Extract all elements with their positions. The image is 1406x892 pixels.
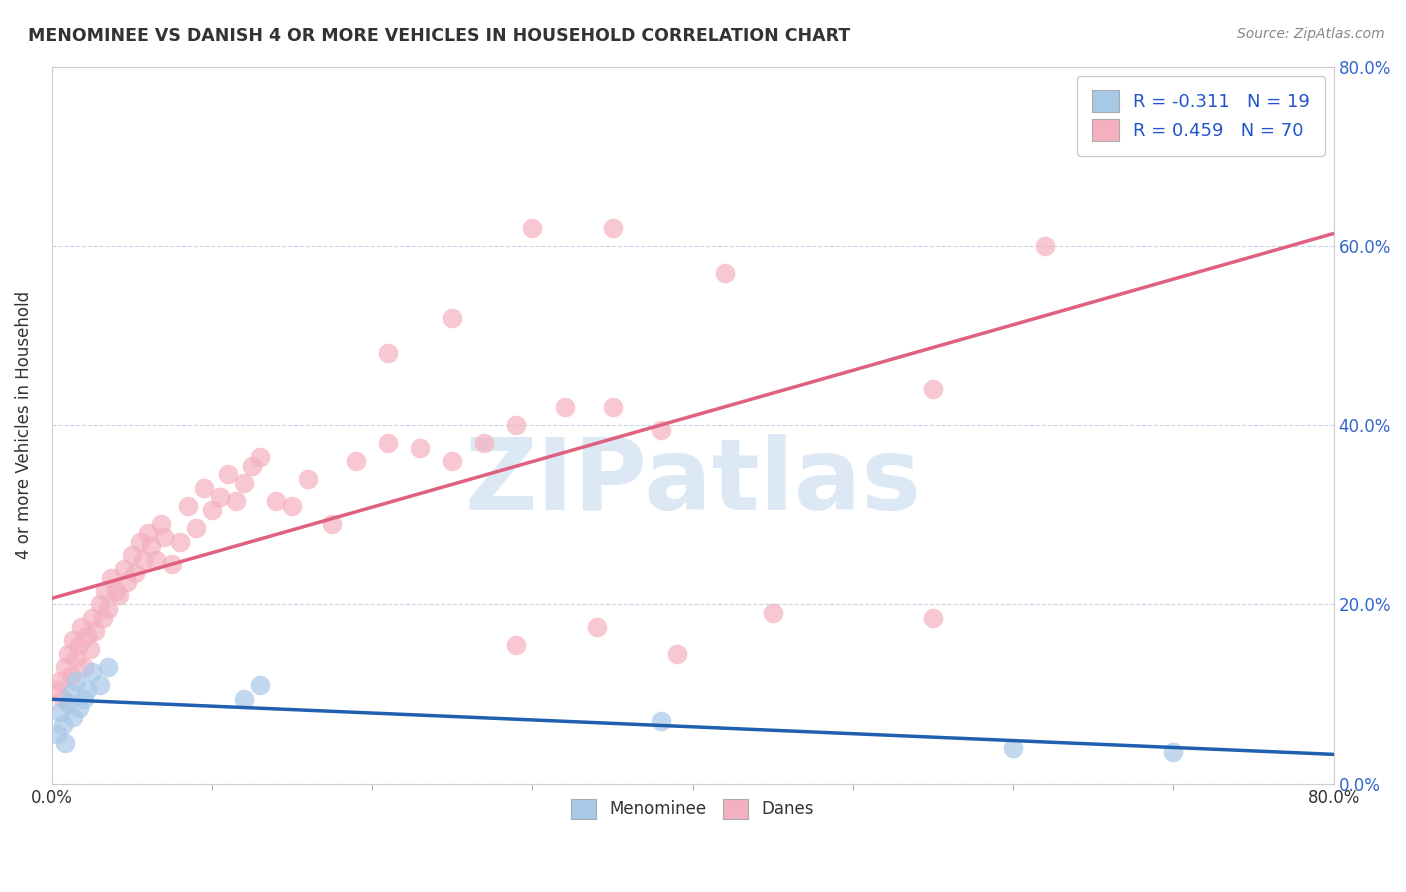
Point — [73, 691, 96, 706]
Point — [240, 458, 263, 473]
Point — [80, 611, 103, 625]
Point — [97, 602, 120, 616]
Point — [665, 647, 688, 661]
Point — [1002, 740, 1025, 755]
Point — [264, 494, 287, 508]
Point — [344, 454, 367, 468]
Point — [84, 624, 107, 639]
Point — [249, 678, 271, 692]
Text: ZIPatlas: ZIPatlas — [464, 434, 921, 531]
Point — [89, 678, 111, 692]
Point — [602, 401, 624, 415]
Point — [97, 660, 120, 674]
Point — [233, 476, 256, 491]
Point — [65, 673, 87, 688]
Point — [505, 418, 527, 433]
Point — [160, 557, 183, 571]
Text: Source: ZipAtlas.com: Source: ZipAtlas.com — [1237, 27, 1385, 41]
Point — [441, 454, 464, 468]
Point — [149, 516, 172, 531]
Point — [650, 423, 672, 437]
Point — [169, 534, 191, 549]
Point — [225, 494, 247, 508]
Point — [553, 401, 575, 415]
Point — [145, 552, 167, 566]
Point — [67, 700, 90, 714]
Point — [62, 633, 84, 648]
Point — [193, 481, 215, 495]
Point — [281, 499, 304, 513]
Y-axis label: 4 or more Vehicles in Household: 4 or more Vehicles in Household — [15, 291, 32, 559]
Point — [76, 682, 98, 697]
Point — [1033, 239, 1056, 253]
Point — [53, 660, 76, 674]
Point — [377, 436, 399, 450]
Point — [59, 687, 82, 701]
Point — [52, 718, 75, 732]
Point — [922, 611, 945, 625]
Point — [153, 530, 176, 544]
Point — [184, 521, 207, 535]
Point — [73, 660, 96, 674]
Point — [62, 709, 84, 723]
Point — [108, 589, 131, 603]
Point — [505, 638, 527, 652]
Point — [69, 620, 91, 634]
Point — [377, 346, 399, 360]
Point — [100, 570, 122, 584]
Point — [59, 669, 82, 683]
Point — [217, 467, 239, 482]
Point — [49, 705, 72, 719]
Point — [89, 598, 111, 612]
Point — [112, 561, 135, 575]
Point — [76, 629, 98, 643]
Point — [177, 499, 200, 513]
Point — [56, 696, 79, 710]
Point — [208, 490, 231, 504]
Point — [602, 221, 624, 235]
Point — [409, 441, 432, 455]
Point — [128, 534, 150, 549]
Point — [45, 682, 67, 697]
Point — [104, 584, 127, 599]
Point — [124, 566, 146, 580]
Point — [121, 548, 143, 562]
Point — [93, 584, 115, 599]
Point — [650, 714, 672, 728]
Point — [49, 673, 72, 688]
Legend: Menominee, Danes: Menominee, Danes — [565, 792, 821, 826]
Text: MENOMINEE VS DANISH 4 OR MORE VEHICLES IN HOUSEHOLD CORRELATION CHART: MENOMINEE VS DANISH 4 OR MORE VEHICLES I… — [28, 27, 851, 45]
Point — [115, 575, 138, 590]
Point — [585, 620, 607, 634]
Point — [922, 382, 945, 396]
Point — [713, 266, 735, 280]
Point — [65, 651, 87, 665]
Point — [297, 472, 319, 486]
Point — [249, 450, 271, 464]
Point — [441, 310, 464, 325]
Point — [1163, 745, 1185, 759]
Point — [136, 525, 159, 540]
Point — [474, 436, 496, 450]
Point — [139, 539, 162, 553]
Point — [52, 691, 75, 706]
Point — [91, 611, 114, 625]
Point — [201, 503, 224, 517]
Point — [79, 642, 101, 657]
Point — [53, 736, 76, 750]
Point — [233, 691, 256, 706]
Point — [80, 665, 103, 679]
Point — [132, 552, 155, 566]
Point — [321, 516, 343, 531]
Point — [67, 638, 90, 652]
Point — [45, 727, 67, 741]
Point — [762, 607, 785, 621]
Point — [522, 221, 544, 235]
Point — [56, 647, 79, 661]
